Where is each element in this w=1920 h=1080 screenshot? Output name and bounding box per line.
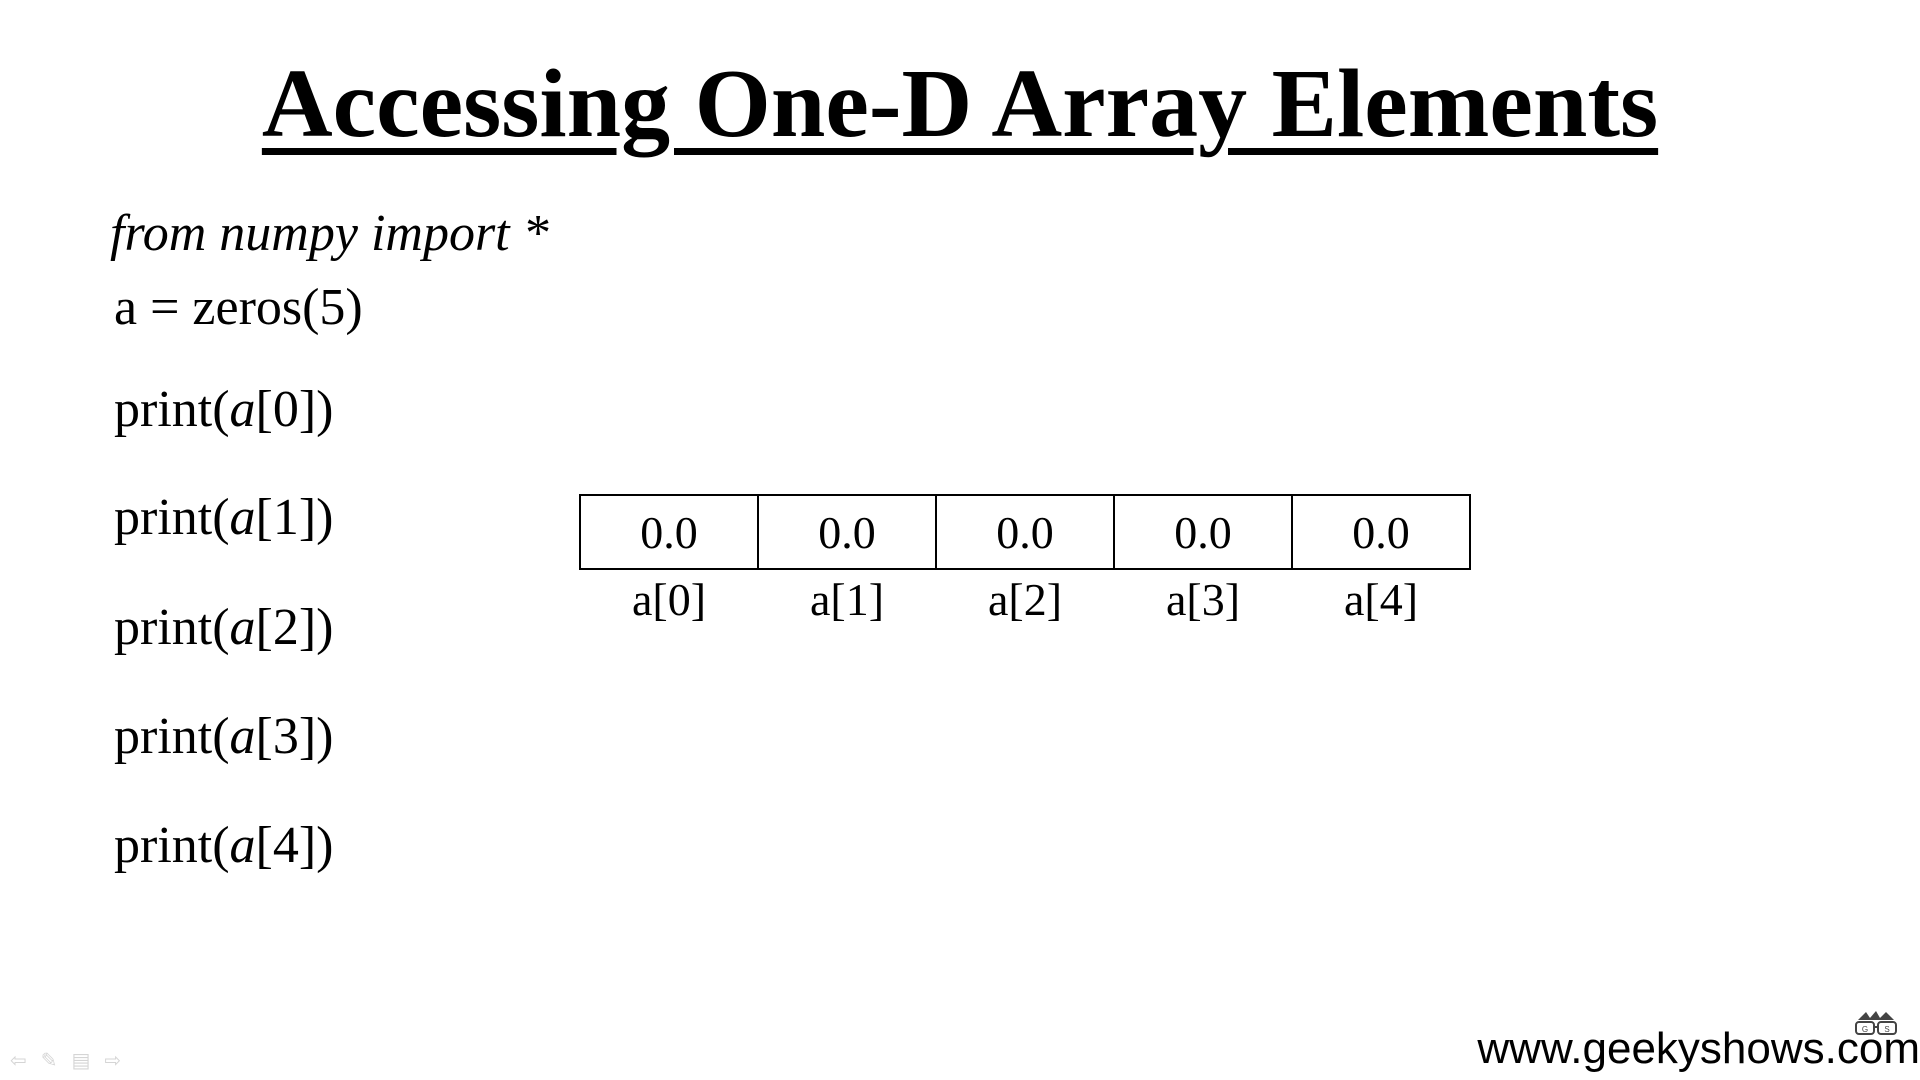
print-var: a xyxy=(229,381,256,438)
print-var: a xyxy=(229,599,256,656)
geekyshows-logo-icon: G S xyxy=(1852,1010,1900,1045)
print-suffix: [1]) xyxy=(255,489,334,546)
slide-title: Accessing One-D Array Elements xyxy=(0,44,1920,164)
print-prefix: print( xyxy=(114,381,230,438)
array-index-label: a[4] xyxy=(1343,574,1419,625)
code-print-line: print(a[0]) xyxy=(114,378,333,442)
slide-title-text: Accessing One-D Array Elements xyxy=(261,50,1659,158)
array-cell: 0.0 xyxy=(1113,494,1293,570)
array-index-labels: a[0] a[1] a[2] a[3] a[4] xyxy=(579,570,1479,630)
array-cell: 0.0 xyxy=(1291,494,1471,570)
print-suffix: [4]) xyxy=(255,817,334,874)
code-print-line: print(a[1]) xyxy=(114,486,333,550)
array-diagram: 0.0 0.0 0.0 0.0 0.0 xyxy=(579,494,1479,570)
code-assign-line: a = zeros(5) xyxy=(114,279,363,336)
code-print-line: print(a[2]) xyxy=(114,596,333,660)
code-print-line: print(a[3]) xyxy=(114,705,333,769)
array-index-label: a[1] xyxy=(809,574,885,625)
svg-text:G: G xyxy=(1862,1025,1868,1034)
array-index-label: a[0] xyxy=(631,574,707,625)
back-arrow-icon[interactable]: ⇦ xyxy=(10,1048,27,1072)
print-prefix: print( xyxy=(114,489,230,546)
pen-icon[interactable]: ✎ xyxy=(40,1048,58,1072)
code-import-line: from numpy import * xyxy=(110,205,549,262)
array-cell: 0.0 xyxy=(935,494,1115,570)
geekyshows-logo-svg: G S xyxy=(1855,1011,1897,1035)
slideshow-controls: ⇦ ✎ ▤ ⇨ xyxy=(10,1048,121,1072)
menu-icon[interactable]: ▤ xyxy=(71,1048,91,1072)
print-suffix: [0]) xyxy=(255,381,334,438)
print-suffix: [2]) xyxy=(255,599,334,656)
array-cell: 0.0 xyxy=(579,494,759,570)
svg-text:S: S xyxy=(1884,1025,1889,1034)
print-var: a xyxy=(229,489,256,546)
print-var: a xyxy=(229,708,256,765)
print-prefix: print( xyxy=(114,708,230,765)
array-index-label: a[3] xyxy=(1165,574,1241,625)
website-url: www.geekyshows.com xyxy=(1477,1024,1920,1073)
print-prefix: print( xyxy=(114,817,230,874)
print-prefix: print( xyxy=(114,599,230,656)
array-index-label: a[2] xyxy=(987,574,1063,625)
forward-arrow-icon[interactable]: ⇨ xyxy=(104,1048,122,1072)
code-print-line: print(a[4]) xyxy=(114,814,333,878)
print-var: a xyxy=(229,817,256,874)
print-suffix: [3]) xyxy=(255,708,334,765)
array-cell: 0.0 xyxy=(757,494,937,570)
